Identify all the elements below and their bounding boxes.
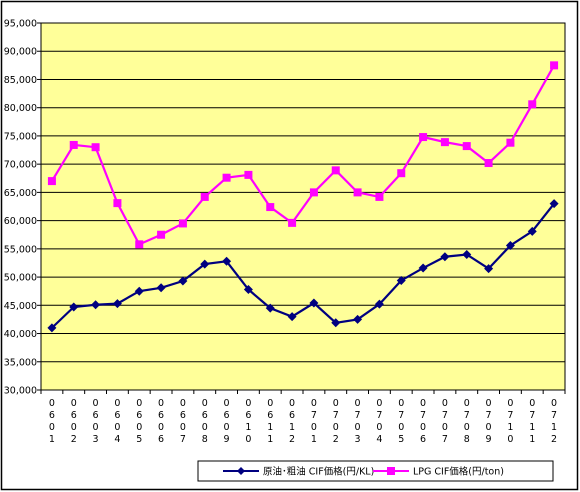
data-point-square [309,188,318,197]
data-point-square [288,218,297,227]
data-point-square [550,61,559,70]
data-point-square [419,133,428,142]
y-tick-label: 90,000 [4,47,37,58]
data-point-diamond [418,263,428,273]
y-tick-label: 35,000 [4,357,37,368]
data-point-diamond [396,275,406,285]
data-point-square [375,192,384,201]
data-point-square [331,166,340,175]
data-point-square [528,100,537,109]
y-tick-label: 50,000 [4,273,37,284]
data-point-diamond [178,276,188,286]
data-point-diamond [156,283,166,293]
y-tick-label: 65,000 [4,188,37,199]
data-point-square [506,138,515,147]
data-point-square [135,240,144,249]
data-point-diamond [484,264,494,274]
data-point-diamond [374,299,384,309]
data-point-diamond [549,199,559,209]
data-point-square [353,188,362,197]
data-point-diamond [222,256,232,266]
y-tick-label: 40,000 [4,329,37,340]
data-point-diamond [134,286,144,296]
data-point-square [178,219,187,228]
data-point-square [157,230,166,239]
data-point-diamond [505,240,515,250]
data-point-square [397,169,406,178]
data-point-square [462,142,471,151]
data-point-square [484,159,493,168]
data-point-square [244,170,253,179]
data-point-diamond [69,302,79,312]
legend-marker-diamond [237,467,245,475]
data-point-square [222,173,231,182]
data-point-diamond [331,318,341,328]
data-point-diamond [353,314,363,324]
y-tick-label: 30,000 [4,386,37,397]
y-tick-label: 60,000 [4,216,37,227]
data-point-diamond [309,298,319,308]
data-point-diamond [200,259,210,269]
y-tick-label: 75,000 [4,131,37,142]
data-point-square [440,138,449,147]
data-point-diamond [287,312,297,322]
data-point-diamond [91,300,101,310]
data-point-square [91,143,100,152]
data-point-square [266,203,275,212]
data-point-square [200,192,209,201]
series-line-1 [51,202,555,329]
y-tick-label: 95,000 [4,19,37,30]
data-point-square [69,140,78,149]
data-point-diamond [47,323,57,333]
data-point-diamond [265,303,275,313]
legend-marker-square [387,467,395,475]
data-point-diamond [440,252,450,262]
data-point-diamond [243,284,253,294]
y-tick-label: 85,000 [4,75,37,86]
y-tick-label: 45,000 [4,301,37,312]
y-tick-label: 70,000 [4,160,37,171]
data-point-diamond [462,249,472,259]
y-tick-label: 80,000 [4,103,37,114]
legend-label: LPG CIF価格(円/ton) [413,466,504,478]
y-tick-label: 55,000 [4,244,37,255]
data-point-diamond [112,299,122,309]
legend-label: 原油･粗油 CIF価格(円/KL) [263,466,374,478]
data-point-square [113,199,122,208]
data-point-diamond [527,226,537,236]
data-point-square [47,177,56,186]
